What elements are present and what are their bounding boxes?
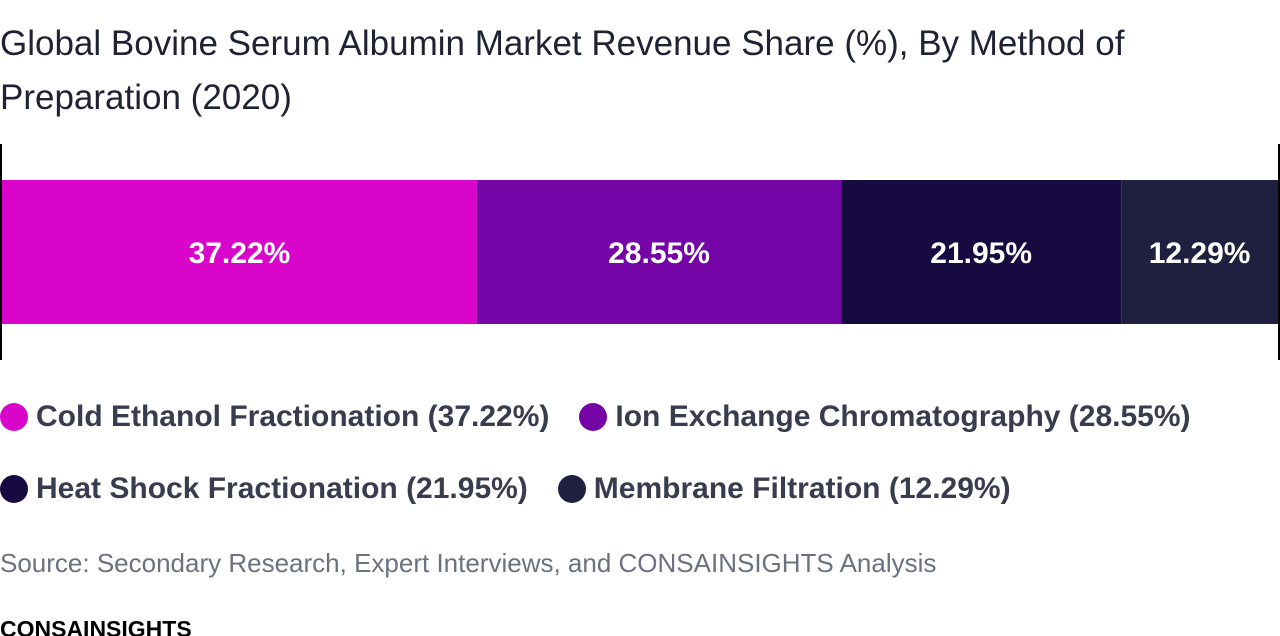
bar-segment-cold-ethanol <box>2 180 477 324</box>
chart-title: Global Bovine Serum Albumin Market Reven… <box>0 24 1125 117</box>
legend-item-ion-exchange: Ion Exchange Chromatography (28.55%) <box>579 400 1191 434</box>
bar-segment-membrane <box>1121 180 1278 324</box>
legend-dot-heat-shock <box>0 475 28 503</box>
legend-row: Heat Shock Fractionation (21.95%) Membra… <box>0 453 1280 525</box>
data-label-ion-exchange: 28.55% <box>608 237 710 270</box>
legend-label-cold-ethanol: Cold Ethanol Fractionation (37.22%) <box>36 400 550 433</box>
legend-dot-ion-exchange <box>579 403 608 431</box>
bar-segment-ion-exchange <box>476 180 842 324</box>
legend: Cold Ethanol Fractionation (37.22%) Ion … <box>0 381 1280 525</box>
chart-area: 37.22% 28.55% 21.95% 12.29% <box>0 144 1280 360</box>
stacked-bar-chart: 37.22% 28.55% 21.95% 12.29% <box>0 144 1280 360</box>
data-label-cold-ethanol: 37.22% <box>189 237 291 270</box>
legend-dot-cold-ethanol <box>0 403 28 431</box>
bar-segments <box>2 180 1278 324</box>
legend-item-membrane: Membrane Filtration (12.29%) <box>557 472 1011 506</box>
legend-item-heat-shock: Heat Shock Fractionation (21.95%) <box>0 472 528 506</box>
legend-dot-membrane <box>557 475 586 503</box>
data-label-heat-shock: 21.95% <box>930 237 1032 270</box>
legend-label-heat-shock: Heat Shock Fractionation (21.95%) <box>36 472 528 505</box>
source-note: Source: Secondary Research, Expert Inter… <box>0 548 937 578</box>
bar-data-labels: 37.22% 28.55% 21.95% 12.29% <box>189 237 1251 270</box>
brand-logo: CONSAINSIGHTS <box>0 616 192 636</box>
legend-row: Cold Ethanol Fractionation (37.22%) Ion … <box>0 381 1280 453</box>
bar-segment-heat-shock <box>841 180 1122 324</box>
legend-label-ion-exchange: Ion Exchange Chromatography (28.55%) <box>615 400 1191 433</box>
data-label-membrane: 12.29% <box>1149 237 1251 270</box>
legend-item-cold-ethanol: Cold Ethanol Fractionation (37.22%) <box>0 400 549 434</box>
legend-label-membrane: Membrane Filtration (12.29%) <box>593 472 1011 505</box>
